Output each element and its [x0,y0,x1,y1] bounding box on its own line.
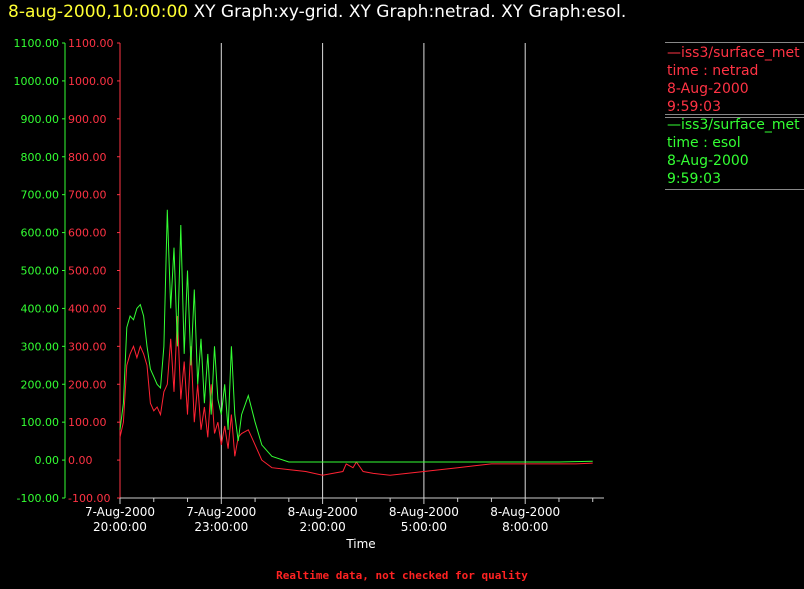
quality-note: Realtime data, not checked for quality [276,569,528,582]
y-tick-label-netrad-12: 1100.00 [68,37,114,50]
y-tick-label-netrad-10: 900.00 [68,113,107,126]
legend-netrad-variable: time : netrad [667,63,759,79]
y-tick-label-netrad-11: 1000.00 [68,75,114,88]
x-tick-time-3: 5:00:00 [401,520,447,534]
y-tick-label-netrad-8: 700.00 [68,189,107,202]
axes [64,43,604,499]
legend-esol-date: 8-Aug-2000 [667,153,749,169]
x-tick-date-1: 7-Aug-2000 [186,505,256,519]
y-tick-label-esol-5: 400.00 [21,302,60,315]
y-tick-label-esol-2: 100.00 [21,416,60,429]
y-tick-label-esol-6: 500.00 [21,265,60,278]
x-tick-date-4: 8-Aug-2000 [490,505,560,519]
x-axis-label: Time [345,537,375,551]
x-tick-date-3: 8-Aug-2000 [389,505,459,519]
legend-esol-variable: time : esol [667,135,741,151]
y-tick-label-esol-11: 1000.00 [14,75,60,88]
legend-esol-source: —iss3/surface_met [667,117,800,133]
timestamp: 8-aug-2000,10:00:00 [8,2,189,22]
y-tick-label-netrad-6: 500.00 [68,265,107,278]
x-tick-time-0: 20:00:00 [93,520,147,534]
y-tick-label-esol-9: 800.00 [21,151,60,164]
legend-esol: —iss3/surface_met time : esol 8-Aug-2000… [665,114,804,190]
x-tick-date-0: 7-Aug-2000 [85,505,155,519]
x-tick-time-4: 8:00:00 [502,520,548,534]
x-tick-labels: 7-Aug-200020:00:007-Aug-200023:00:008-Au… [85,498,594,534]
x-tick-time-1: 23:00:00 [194,520,248,534]
legend-netrad-time: 9:59:03 [667,99,721,115]
legend-esol-time: 9:59:03 [667,171,721,187]
y-tick-label-esol-1: 0.00 [35,454,60,467]
y-tick-label-esol-7: 600.00 [21,227,60,240]
legend-netrad-source: —iss3/surface_met [667,45,800,61]
y-tick-label-netrad-9: 800.00 [68,151,107,164]
graph-titles: XY Graph:xy-grid. XY Graph:netrad. XY Gr… [193,2,627,22]
y-tick-labels: -100.00 -100.00 0.00 0.00 100.00 100.00 200.00… [14,37,120,505]
y-tick-label-netrad-7: 600.00 [68,227,107,240]
y-tick-label-esol-3: 200.00 [21,378,60,391]
x-tick-time-2: 2:00:00 [299,520,345,534]
y-tick-label-netrad-2: 100.00 [68,416,107,429]
y-tick-label-netrad-1: 0.00 [68,454,93,467]
y-tick-label-esol-8: 700.00 [21,189,60,202]
y-tick-label-netrad-3: 200.00 [68,378,107,391]
y-tick-label-netrad-4: 300.00 [68,340,107,353]
y-tick-label-netrad-5: 400.00 [68,302,107,315]
series-lines [119,209,593,476]
x-tick-date-2: 8-Aug-2000 [288,505,358,519]
y-tick-label-esol-10: 900.00 [21,113,60,126]
legend-netrad: —iss3/surface_met time : netrad 8-Aug-20… [665,42,804,118]
page-title: 8-aug-2000,10:00:00 XY Graph:xy-grid. XY… [8,2,626,22]
y-tick-label-esol-0: -100.00 [17,492,59,505]
y-tick-label-esol-4: 300.00 [21,340,60,353]
series-line-esol [119,209,593,463]
y-tick-label-esol-12: 1100.00 [14,37,60,50]
grid-lines [220,43,526,498]
legend-netrad-date: 8-Aug-2000 [667,81,749,97]
y-tick-label-netrad-0: -100.00 [68,492,110,505]
series-line-netrad [119,315,593,476]
